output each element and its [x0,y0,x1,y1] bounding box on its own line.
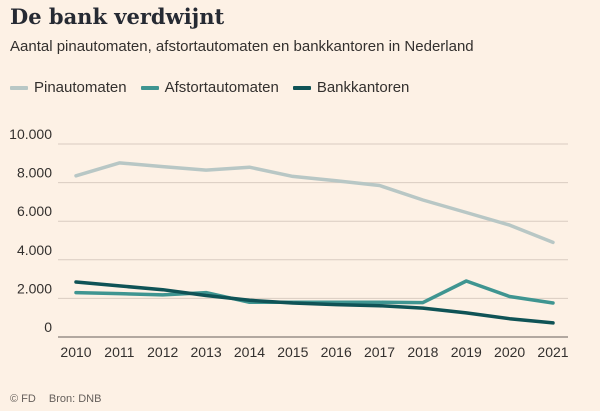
legend-item-pinautomaten: Pinautomaten [10,79,127,96]
legend-label-afstortautomaten: Afstortautomaten [164,79,279,96]
footer: © FD Bron: DNB [10,393,111,405]
legend-item-afstortautomaten: Afstortautomaten [140,79,279,96]
x-tick-label: 2014 [234,344,265,360]
legend-swatch-pinautomaten [10,85,28,90]
legend-label-bankkantoren: Bankkantoren [316,79,410,96]
x-tick-label: 2017 [364,344,395,360]
x-tick-label: 2018 [407,344,438,360]
y-tick-label: 6.000 [17,203,52,219]
series-line-afstortautomaten [74,279,555,305]
x-tick-label: 2012 [147,344,178,360]
series-lines [74,161,555,325]
x-tick-label: 2015 [277,344,308,360]
legend-swatch-bankkantoren [292,85,311,90]
x-tick-label: 2019 [451,344,482,360]
legend-label-pinautomaten: Pinautomaten [34,79,127,96]
x-axis-ticks: 2010 2011 2012 2013 2014 2015 2016 2017 2018 2019… [60,344,568,360]
x-tick-label: 2013 [191,344,222,360]
legend-item-bankkantoren: Bankkantoren [292,79,410,96]
x-tick-label: 2011 [104,344,134,360]
series-line-bankkantoren [74,280,555,325]
source-note: Bron: DNB [48,393,102,405]
x-tick-label: 2016 [321,344,352,360]
y-tick-label: 8.000 [17,165,52,181]
x-tick-label: 2020 [494,344,525,360]
chart-subtitle: Aantal pinautomaten, afstortautomaten en… [10,38,474,55]
chart-title: De bank verdwijnt [10,4,225,29]
x-tick-label: 2010 [60,344,91,360]
series-line-pinautomaten [74,161,555,245]
y-tick-label: 4.000 [17,242,52,258]
y-axis-ticks: 0 2.000 4.000 6.000 8.000 10.000 [9,126,52,335]
x-tick-label: 2021 [537,344,568,360]
legend-swatch-afstortautomaten [140,85,159,90]
y-tick-label: 0 [44,319,52,335]
y-tick-label: 10.000 [9,126,52,142]
grid-lines [58,143,568,338]
y-tick-label: 2.000 [17,280,52,296]
legend: Pinautomaten Afstortautomaten Bankkantor… [10,79,423,96]
ft-logo: © FD [10,393,36,405]
